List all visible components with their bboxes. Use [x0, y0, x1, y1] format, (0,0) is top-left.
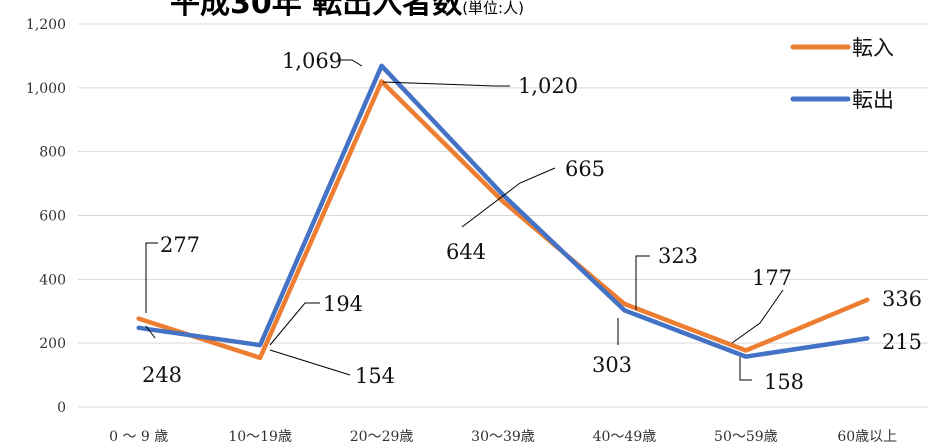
series-lines — [136, 63, 870, 361]
label-leader-line — [145, 242, 158, 313]
legend-label: 転入 — [852, 36, 894, 60]
y-axis-ticks: 0 200 400 600 800 1,000 1,200 — [26, 17, 66, 416]
series-line-tenshutsu — [136, 63, 870, 359]
data-label-tenshutsu: 303 — [592, 353, 632, 377]
y-tick-label: 1,200 — [26, 17, 66, 33]
chart-title-main: 平成30年 転出入者数 — [170, 0, 463, 21]
data-label-tennyu: 154 — [355, 364, 395, 388]
data-label-tennyu: 323 — [658, 244, 698, 268]
x-tick-label: 60歳以上 — [837, 429, 897, 445]
label-leader-line — [269, 349, 351, 376]
legend-label: 転出 — [852, 88, 894, 112]
label-leader-line — [269, 302, 320, 346]
data-label-tennyu: 336 — [882, 287, 922, 311]
label-leader-line — [731, 289, 784, 344]
data-label-tennyu: 1,020 — [518, 74, 578, 98]
data-label-tenshutsu: 194 — [323, 292, 363, 316]
x-axis-ticks: 0 ～ 9 歳 10～19歳 20～29歳 30～39歳 40～49歳 50～59歳 60歳… — [109, 429, 897, 445]
x-tick-label: 50～59歳 — [714, 429, 778, 445]
chart-title-unit: (単位:人) — [462, 0, 524, 17]
label-leader-line — [382, 81, 510, 87]
data-label-tenshutsu: 248 — [142, 363, 182, 387]
y-tick-label: 400 — [39, 272, 66, 288]
label-leader-line — [739, 357, 752, 381]
y-tick-label: 800 — [39, 145, 66, 161]
y-tick-label: 0 — [57, 400, 66, 416]
data-label-tennyu: 277 — [160, 233, 200, 257]
data-label-tenshutsu: 158 — [764, 370, 804, 394]
data-label-tennyu: 644 — [446, 240, 486, 264]
x-tick-label: 0 ～ 9 歳 — [109, 429, 168, 445]
x-tick-label: 10～19歳 — [228, 429, 292, 445]
y-tick-label: 600 — [39, 209, 66, 225]
series-line-tennyu — [136, 79, 870, 361]
data-label-tenshutsu: 665 — [565, 157, 605, 181]
label-leader-line — [145, 325, 156, 339]
label-leader-line — [461, 167, 556, 228]
data-labels: 277 154 1,020 644 323 177 336 248 194 1,069 665 303… — [142, 49, 922, 394]
label-leader-lines — [145, 59, 784, 381]
x-tick-label: 30～39歳 — [471, 429, 535, 445]
data-label-tenshutsu: 1,069 — [282, 49, 342, 73]
label-leader-line — [340, 59, 363, 67]
y-tick-label: 200 — [39, 336, 66, 352]
y-tick-label: 1,000 — [26, 81, 66, 97]
data-label-tennyu: 177 — [752, 266, 792, 290]
x-tick-label: 40～49歳 — [593, 429, 657, 445]
chart-title: 平成30年 転出入者数(単位:人) — [170, 0, 524, 21]
label-leader-line — [635, 255, 650, 310]
data-label-tenshutsu: 215 — [882, 330, 922, 354]
x-tick-label: 20～29歳 — [350, 429, 414, 445]
